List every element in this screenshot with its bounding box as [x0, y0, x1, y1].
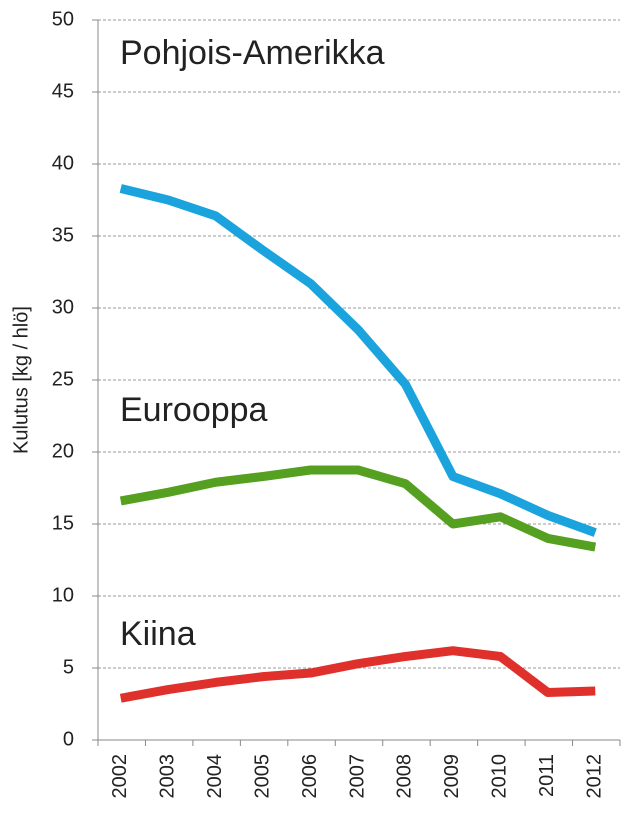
y-tick-label: 0 — [63, 728, 74, 750]
y-tick-label: 40 — [52, 152, 74, 174]
x-tick-label: 2012 — [584, 754, 606, 799]
y-tick-label: 20 — [52, 440, 74, 462]
line — [119, 646, 596, 703]
series-label: Kiina — [120, 615, 196, 653]
x-tick-label: 2008 — [394, 754, 416, 799]
y-tick-label: 50 — [52, 8, 74, 30]
x-tick-label: 2004 — [204, 754, 226, 799]
y-tick-label: 5 — [63, 656, 74, 678]
y-tick-label: 10 — [52, 584, 74, 606]
y-tick-label: 25 — [52, 368, 74, 390]
x-tick-label: 2005 — [251, 754, 273, 799]
series-label: Pohjois-Amerikka — [120, 34, 385, 72]
y-axis-label: Kulutus [kg / hlö] — [10, 306, 32, 454]
line — [119, 184, 597, 537]
x-tick-label: 2002 — [109, 754, 131, 799]
x-tick-label: 2011 — [536, 754, 558, 797]
y-tick-label: 45 — [52, 80, 74, 102]
y-tick-label: 35 — [52, 224, 74, 246]
x-tick-label: 2009 — [441, 754, 463, 799]
x-tick-label: 2007 — [346, 754, 368, 799]
series-label: Eurooppa — [120, 391, 268, 429]
y-tick-label: 15 — [52, 512, 74, 534]
y-tick-label: 30 — [52, 296, 74, 318]
line — [119, 465, 597, 552]
x-tick-label: 2010 — [489, 754, 511, 799]
x-tick-label: 2006 — [299, 754, 321, 799]
x-tick-label: 2003 — [156, 754, 178, 799]
